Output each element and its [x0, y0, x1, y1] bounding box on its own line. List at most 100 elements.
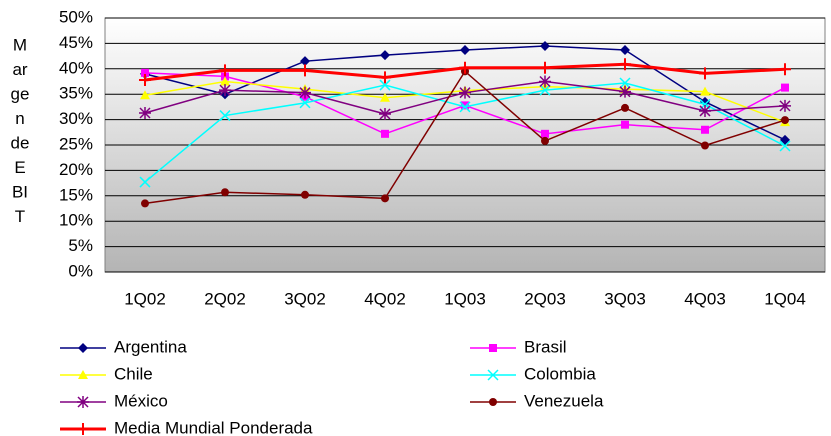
legend-marker [78, 370, 88, 379]
marker-shape [539, 75, 551, 88]
marker-shape [459, 61, 471, 74]
marker-shape [539, 84, 551, 96]
marker-shape [460, 45, 470, 56]
legend-label: Chile [114, 364, 153, 383]
marker-shape [379, 108, 391, 121]
data-point [621, 120, 629, 129]
y-axis-label: BI [12, 182, 28, 201]
data-point [779, 63, 791, 76]
data-point [540, 40, 550, 51]
y-tick-label: 40% [59, 58, 93, 77]
legend-marker [487, 369, 499, 381]
data-point [779, 140, 791, 152]
marker-shape [221, 72, 229, 81]
legend-marker [77, 423, 89, 435]
marker-shape [620, 45, 630, 56]
data-point [700, 86, 710, 96]
y-tick-label: 25% [59, 134, 93, 153]
marker-shape [381, 129, 389, 138]
data-point [301, 190, 309, 199]
marker-shape [539, 61, 551, 74]
data-point [381, 129, 389, 138]
data-point [541, 129, 549, 138]
marker-shape [299, 97, 311, 109]
data-point [699, 104, 711, 117]
legend-marker [489, 398, 497, 406]
y-axis-label: T [15, 207, 25, 226]
y-axis-label: n [15, 109, 24, 128]
y-tick-label: 35% [59, 84, 93, 103]
data-point [380, 50, 390, 61]
marker-shape [139, 106, 151, 119]
legend-label: Colombia [524, 364, 596, 383]
marker-shape [699, 104, 711, 117]
data-point [299, 86, 311, 99]
data-point [300, 56, 310, 67]
y-tick-label: 5% [68, 236, 93, 255]
legend-label: Argentina [114, 337, 187, 356]
legend-marker [77, 396, 89, 408]
data-point [459, 61, 471, 74]
legend-label: México [114, 391, 168, 410]
y-tick-label: 50% [59, 7, 93, 26]
marker-shape [619, 77, 631, 89]
marker-shape [619, 58, 631, 71]
legend-label: Venezuela [524, 391, 604, 410]
legend-marker [78, 343, 88, 353]
data-point [379, 108, 391, 121]
y-axis-label: M [13, 35, 27, 54]
data-point [541, 136, 549, 145]
y-tick-label: 20% [59, 160, 93, 179]
y-axis-label: E [14, 158, 25, 177]
data-point [139, 73, 151, 86]
data-point [780, 134, 790, 145]
data-point [701, 125, 709, 134]
data-point [701, 141, 709, 150]
data-point [539, 61, 551, 74]
marker-shape [220, 76, 230, 86]
data-point [299, 97, 311, 109]
data-point [219, 110, 231, 122]
x-tick-label: 3Q02 [284, 289, 326, 308]
marker-shape [700, 86, 710, 96]
marker-shape [78, 343, 88, 353]
marker-shape [219, 64, 231, 77]
data-point [141, 68, 149, 77]
data-point [619, 58, 631, 71]
marker-shape [701, 125, 709, 134]
y-tick-label: 45% [59, 33, 93, 52]
data-point [621, 103, 629, 112]
data-point [459, 101, 471, 113]
marker-shape [219, 84, 231, 97]
marker-shape [461, 101, 469, 110]
marker-shape [139, 73, 151, 86]
data-point [380, 92, 390, 102]
x-tick-label: 2Q02 [204, 289, 246, 308]
y-tick-label: 0% [68, 261, 93, 280]
marker-shape [300, 56, 310, 67]
legend-label: Brasil [524, 337, 567, 356]
marker-shape [487, 369, 499, 381]
data-point [459, 86, 471, 99]
marker-shape [489, 398, 497, 406]
data-point [220, 76, 230, 86]
data-point [219, 64, 231, 77]
data-point [619, 85, 631, 98]
data-point [221, 72, 229, 81]
marker-shape [489, 344, 497, 352]
data-point [139, 176, 151, 188]
x-tick-label: 2Q03 [524, 289, 566, 308]
marker-shape [141, 68, 149, 77]
x-tick-label: 1Q03 [444, 289, 486, 308]
marker-shape [781, 83, 789, 92]
data-point [699, 67, 711, 80]
marker-shape [459, 86, 471, 99]
marker-shape [77, 396, 89, 408]
marker-shape [379, 71, 391, 84]
y-tick-label: 10% [59, 211, 93, 230]
y-tick-label: 30% [59, 109, 93, 128]
x-tick-label: 3Q03 [604, 289, 646, 308]
marker-shape [78, 370, 88, 379]
x-tick-label: 4Q03 [684, 289, 726, 308]
marker-shape [781, 116, 789, 125]
